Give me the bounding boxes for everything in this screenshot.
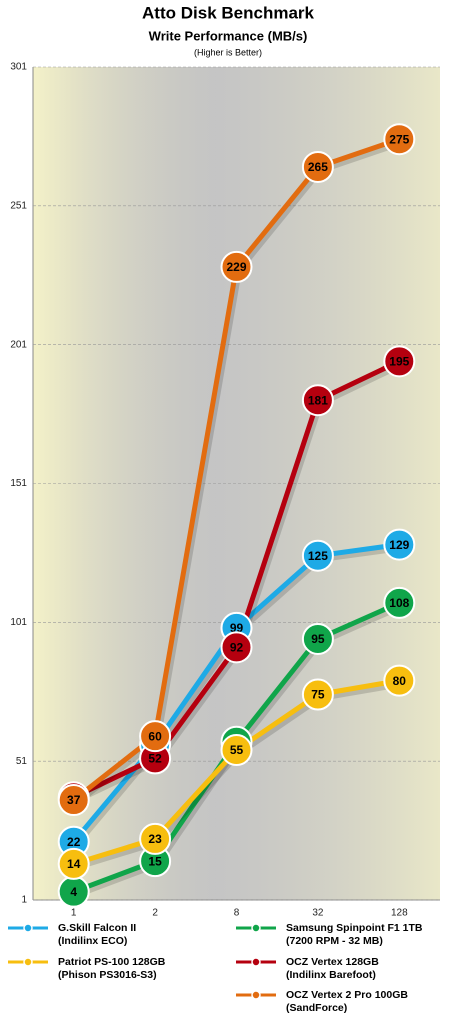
legend-item: Samsung Spinpoint F1 1TB(7200 RPM - 32 M… <box>236 922 423 947</box>
marker <box>301 384 334 417</box>
marker <box>139 822 172 855</box>
data-label: 52 <box>148 752 162 766</box>
data-label: 55 <box>230 743 244 757</box>
data-label: 129 <box>389 538 409 552</box>
legend-detail: (SandForce) <box>286 1002 347 1014</box>
legend-item: G.Skill Falcon II(Indilinx ECO) <box>8 922 136 947</box>
data-label: 99 <box>230 621 244 635</box>
marker <box>301 150 334 183</box>
legend-item: OCZ Vertex 2 Pro 100GB(SandForce) <box>236 989 408 1014</box>
data-label: 80 <box>393 674 407 688</box>
marker <box>57 784 90 817</box>
chart-title: Atto Disk Benchmark <box>142 3 314 22</box>
marker <box>57 847 90 880</box>
marker <box>383 528 416 561</box>
x-tick-label: 128 <box>391 908 408 919</box>
data-label: 14 <box>67 857 81 871</box>
marker <box>383 664 416 697</box>
marker <box>301 539 334 572</box>
legend-label: OCZ Vertex 2 Pro 100GB <box>286 989 408 1001</box>
legend-detail: (Phison PS3016-S3) <box>58 969 157 981</box>
y-tick-label: 151 <box>10 478 27 489</box>
x-tick-label: 32 <box>312 908 324 919</box>
marker <box>220 250 253 283</box>
legend-label: OCZ Vertex 128GB <box>286 956 379 968</box>
marker <box>220 734 253 767</box>
legend-item: Patriot PS-100 128GB(Phison PS3016-S3) <box>8 956 166 981</box>
legend-label: G.Skill Falcon II <box>58 922 136 934</box>
x-tick-label: 2 <box>152 908 158 919</box>
legend-marker <box>251 923 261 933</box>
markers: 2257991251294155895108142355758038529218… <box>57 123 416 908</box>
data-label: 75 <box>311 688 325 702</box>
marker <box>383 123 416 156</box>
data-label: 181 <box>308 393 328 407</box>
y-tick-label: 301 <box>10 62 27 73</box>
data-label: 60 <box>148 729 162 743</box>
data-label: 229 <box>226 260 246 274</box>
y-tick-label: 51 <box>16 756 28 767</box>
legend-marker <box>23 923 33 933</box>
legend-marker <box>251 957 261 967</box>
y-tick-label: 101 <box>10 617 27 628</box>
y-tick-label: 1 <box>21 895 27 906</box>
data-label: 22 <box>67 835 81 849</box>
x-tick-label: 1 <box>71 908 77 919</box>
data-label: 108 <box>389 596 409 610</box>
marker <box>220 631 253 664</box>
legend-marker <box>251 990 261 1000</box>
data-label: 195 <box>389 354 409 368</box>
data-label: 125 <box>308 549 328 563</box>
marker <box>301 622 334 655</box>
chart-subtitle: Write Performance (MB/s) <box>149 28 308 43</box>
data-label: 37 <box>67 793 81 807</box>
marker <box>383 586 416 619</box>
data-label: 23 <box>148 832 162 846</box>
chart-note: (Higher is Better) <box>194 47 262 57</box>
legend-detail: (7200 RPM - 32 MB) <box>286 935 383 947</box>
data-label: 275 <box>389 132 409 146</box>
data-label: 4 <box>70 885 77 899</box>
legend-detail: (Indilinx ECO) <box>58 935 127 947</box>
x-tick-label: 8 <box>234 908 240 919</box>
legend-marker <box>23 957 33 967</box>
legend-label: Samsung Spinpoint F1 1TB <box>286 922 423 934</box>
legend-label: Patriot PS-100 128GB <box>58 956 166 968</box>
legend-item: OCZ Vertex 128GB(Indilinx Barefoot) <box>236 956 379 981</box>
data-label: 92 <box>230 640 244 654</box>
data-label: 95 <box>311 632 325 646</box>
legend-detail: (Indilinx Barefoot) <box>286 969 376 981</box>
marker <box>139 720 172 753</box>
y-tick-label: 251 <box>10 200 27 211</box>
data-label: 15 <box>148 854 162 868</box>
y-tick-label: 201 <box>10 339 27 350</box>
marker <box>301 678 334 711</box>
data-label: 265 <box>308 160 328 174</box>
marker <box>383 345 416 378</box>
